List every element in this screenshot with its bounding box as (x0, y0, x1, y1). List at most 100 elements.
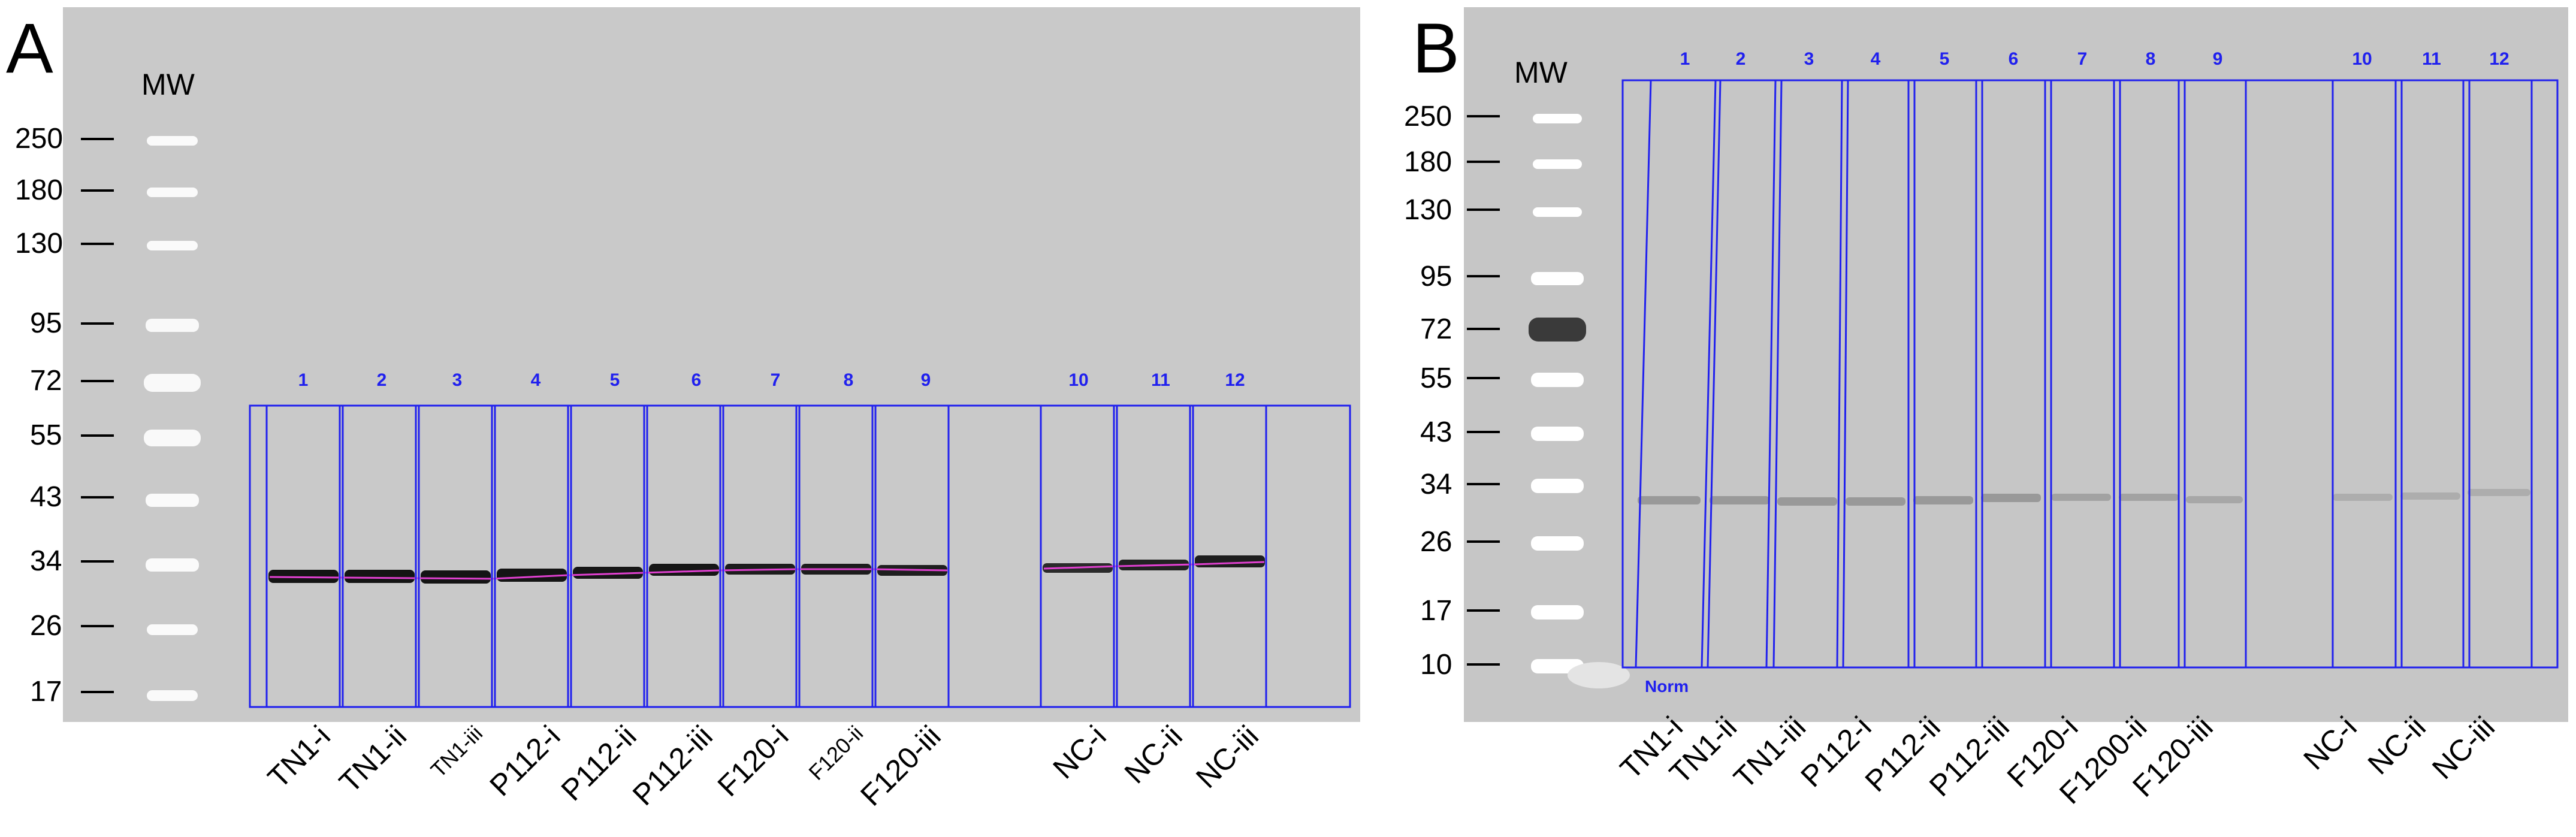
panel-a-lane-num-9: 9 (920, 370, 931, 390)
b-ladder-72 (1529, 318, 1586, 342)
b-lane-line-1b (1701, 80, 1717, 668)
ladder-band-72 (144, 374, 201, 392)
panel-b-lane-num-8: 8 (2145, 49, 2156, 69)
panel-b-lane-num-2: 2 (1735, 49, 1746, 69)
panel-b-tick-17 (1467, 609, 1500, 612)
panel-a-tick-34 (81, 560, 114, 563)
panel-a-letter: A (6, 9, 53, 88)
panel-a-sample-11: NC-ii (1118, 719, 1189, 790)
b-ladder-95 (1531, 272, 1584, 285)
b-band-10 (2333, 494, 2393, 501)
panel-a-sample-10: NC-i (1046, 719, 1113, 785)
panel-a-tick-55 (81, 434, 114, 437)
panel-a-lane-num-2: 2 (376, 370, 387, 390)
lane-box-3 (418, 404, 493, 708)
panel-b-tick-10 (1467, 663, 1500, 666)
panel-b-lane-num-5: 5 (1939, 49, 1950, 69)
lane-box-11 (1116, 404, 1191, 708)
b-band-6 (1981, 494, 2041, 502)
panel-b-lane-num-3: 3 (1804, 49, 1814, 69)
panel-a-lane-num-10: 10 (1068, 370, 1089, 390)
panel-a-mw-title: MW (141, 68, 195, 101)
panel-b-tick-72 (1467, 328, 1500, 330)
ladder-band-180 (147, 188, 198, 197)
panel-a-mw-180: 180 (15, 174, 64, 206)
panel-b-outer-box (1621, 79, 2559, 669)
panel-b-mw-55: 55 (1420, 362, 1452, 394)
b-band-12 (2468, 489, 2530, 496)
b-ladder-180 (1533, 159, 1582, 169)
lane-box-7 (722, 404, 798, 708)
panel-b-tick-55 (1467, 377, 1500, 379)
ladder-band-95 (146, 319, 199, 332)
panel-b-tick-26 (1467, 540, 1500, 543)
panel-b-lane-num-6: 6 (2008, 49, 2019, 69)
panel-a-gel-background (63, 7, 1360, 722)
b-band-11 (2400, 492, 2460, 500)
band-trace-10-12 (1043, 561, 1265, 570)
panel-a-tick-95 (81, 322, 114, 325)
panel-a-mw-250: 250 (15, 123, 64, 155)
b-lane-line-4b (1842, 80, 1849, 668)
panel-b-tick-34 (1467, 483, 1500, 485)
panel-b-mw-130: 130 (1404, 194, 1452, 226)
panel-b-tick-43 (1467, 431, 1500, 433)
b-ladder-17 (1531, 605, 1584, 620)
lane-box-12 (1192, 404, 1267, 708)
panel-a-sample-2: TN1-ii (332, 719, 413, 800)
panel-b-tick-130 (1467, 209, 1500, 211)
panel-b-lane-boxes (1621, 79, 2559, 669)
b-ladder-34 (1531, 479, 1584, 493)
band-3 (421, 570, 491, 584)
b-band-4 (1846, 497, 1905, 506)
panel-b-mw-10: 10 (1420, 649, 1452, 681)
panel-b-tick-95 (1467, 275, 1500, 277)
panel-a-lane-num-3: 3 (452, 370, 463, 390)
panel-a-lane-num-7: 7 (770, 370, 781, 390)
b-lane-line-3b (1772, 80, 1783, 668)
panel-b-lane-num-11: 11 (2422, 49, 2441, 69)
band-2 (345, 570, 415, 583)
lane-box-4 (494, 404, 569, 708)
panel-a-lane-num-11: 11 (1151, 370, 1170, 390)
b-lane-line-1a (1635, 80, 1652, 668)
panel-b-lane-num-7: 7 (2077, 49, 2088, 69)
panel-a-lane-num-8: 8 (843, 370, 854, 390)
b-ladder-55 (1531, 373, 1584, 387)
ladder-band-130 (147, 241, 198, 250)
band-5 (573, 567, 643, 579)
panel-b-lane-num-1: 1 (1680, 49, 1690, 69)
panel-a-ladder (144, 136, 201, 701)
ladder-band-55 (144, 430, 201, 446)
panel-a-sample-1: TN1-i (261, 719, 337, 795)
panel-a-mw-43: 43 (30, 481, 62, 513)
panel-a-mw-130: 130 (15, 228, 64, 259)
lane-box-1 (265, 404, 341, 708)
lane-box-5 (570, 404, 645, 708)
panel-b-letter: B (1412, 9, 1460, 88)
panel-b-mw-72: 72 (1420, 313, 1452, 345)
b-ladder-130 (1533, 207, 1582, 217)
panel-a-sample-9: F120-iii (854, 719, 947, 812)
panel-b-bands (1638, 489, 2530, 506)
b-band-1 (1638, 496, 1701, 504)
panel-a-mw-17: 17 (30, 676, 62, 708)
panel-a-lane-num-12: 12 (1225, 370, 1245, 390)
panel-a-sample-5: P112-ii (554, 719, 643, 808)
lane-box-6 (646, 404, 721, 708)
panel-b-mw-180: 180 (1404, 146, 1452, 178)
panel-b-gel-background (1464, 7, 2568, 722)
panel-a-mw-26: 26 (30, 610, 62, 642)
panel-b-sample-3: TN1-iii (1727, 710, 1812, 795)
band-12 (1195, 555, 1265, 567)
ladder-band-43 (146, 494, 199, 507)
b-ladder-26 (1531, 536, 1584, 551)
panel-a-sample-4: P112-i (483, 719, 567, 803)
b-band-9 (2186, 496, 2243, 503)
b-band-3 (1777, 497, 1837, 506)
panel-b-lane-num-12: 12 (2489, 49, 2509, 69)
panel-a-tick-43 (81, 496, 114, 498)
panel-a-sample-3: TN1-iii (425, 721, 488, 782)
panel-a-tick-26 (81, 625, 114, 627)
panel-a-tick-250 (81, 138, 114, 140)
